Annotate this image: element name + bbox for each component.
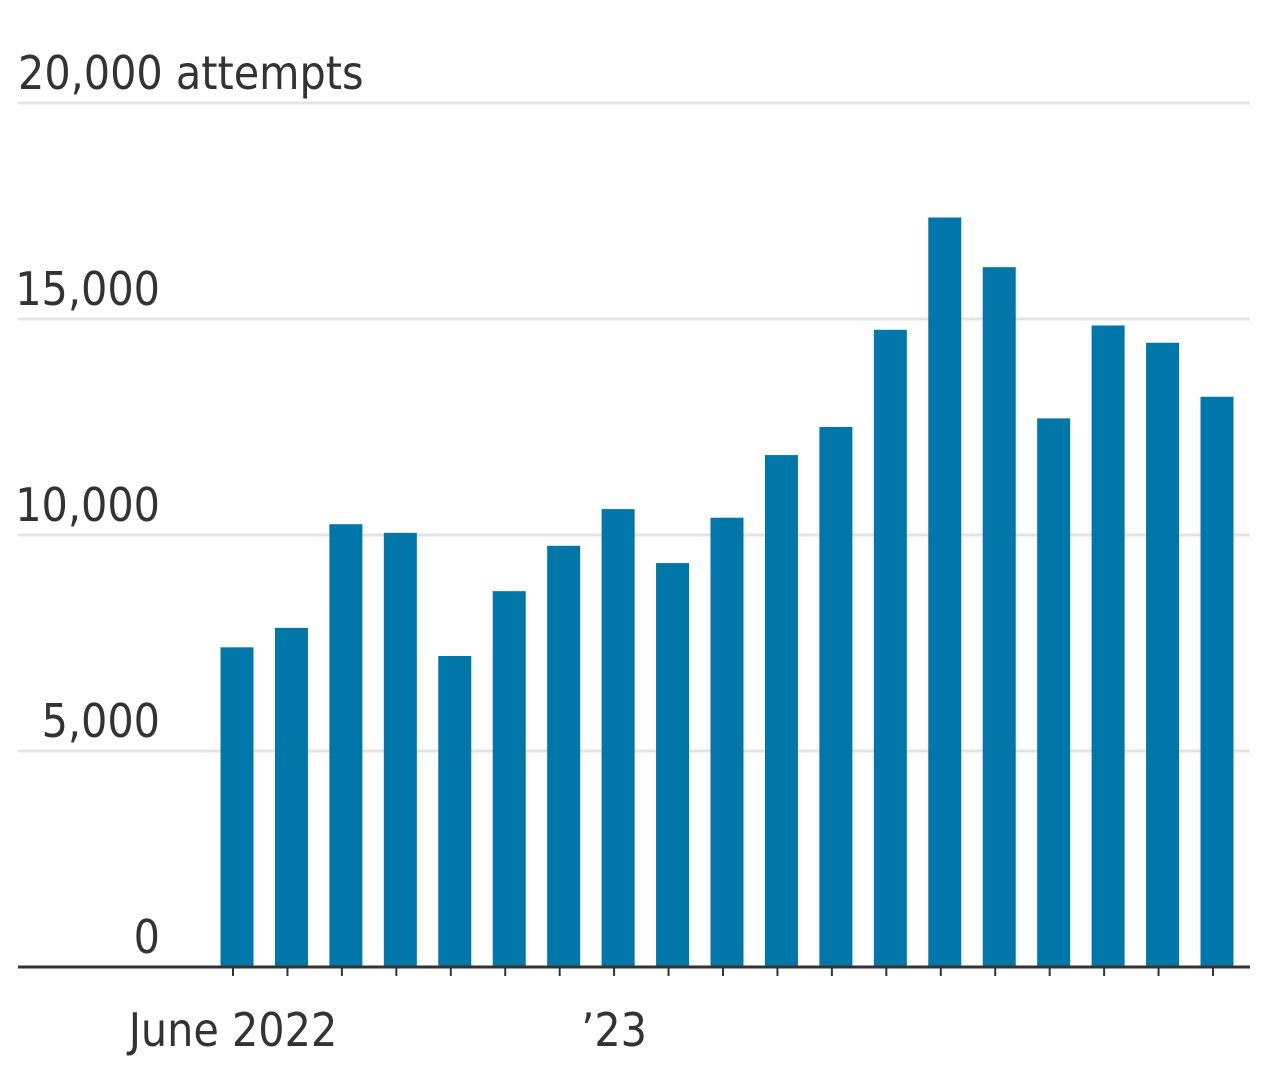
- bar-nov-2023: [1146, 342, 1180, 967]
- y-tick-label-10000: 10,000: [15, 478, 160, 532]
- y-axis-labels: 0 5,000 10,000 15,000 20,000 attempts: [15, 46, 363, 964]
- bar-dec-2022: [547, 545, 581, 967]
- x-axis-labels: June 2022 ’23: [126, 1003, 647, 1057]
- y-tick-label-5000: 5,000: [42, 694, 160, 748]
- bar-jan-2023: [601, 509, 635, 967]
- bar-feb-2023: [656, 563, 690, 967]
- bar-sep-2023: [1037, 418, 1071, 967]
- y-tick-label-20000: 20,000 attempts: [18, 46, 364, 100]
- x-axis: [18, 965, 1250, 976]
- x-tick-label-0: June 2022: [126, 1003, 338, 1057]
- bar-jul-2022: [274, 627, 308, 967]
- bar-dec-2023: [1200, 396, 1234, 967]
- bar-jun-2023: [873, 329, 907, 967]
- bar-apr-2023: [764, 455, 798, 967]
- bar-oct-2022: [438, 655, 472, 967]
- bars-layer: [220, 217, 1234, 968]
- bar-aug-2022: [329, 524, 363, 967]
- bar-sep-2022: [383, 532, 417, 967]
- bar-mar-2023: [710, 517, 744, 967]
- y-tick-label-0: 0: [134, 910, 160, 964]
- bar-aug-2023: [982, 267, 1016, 967]
- bar-jul-2023: [928, 217, 962, 968]
- bar-jun-2022: [220, 647, 254, 967]
- bar-oct-2023: [1091, 325, 1125, 968]
- bar-nov-2022: [492, 591, 526, 967]
- bar-may-2023: [819, 427, 853, 967]
- y-tick-label-15000: 15,000: [15, 262, 160, 316]
- x-tick-label-7: ’23: [581, 1003, 647, 1057]
